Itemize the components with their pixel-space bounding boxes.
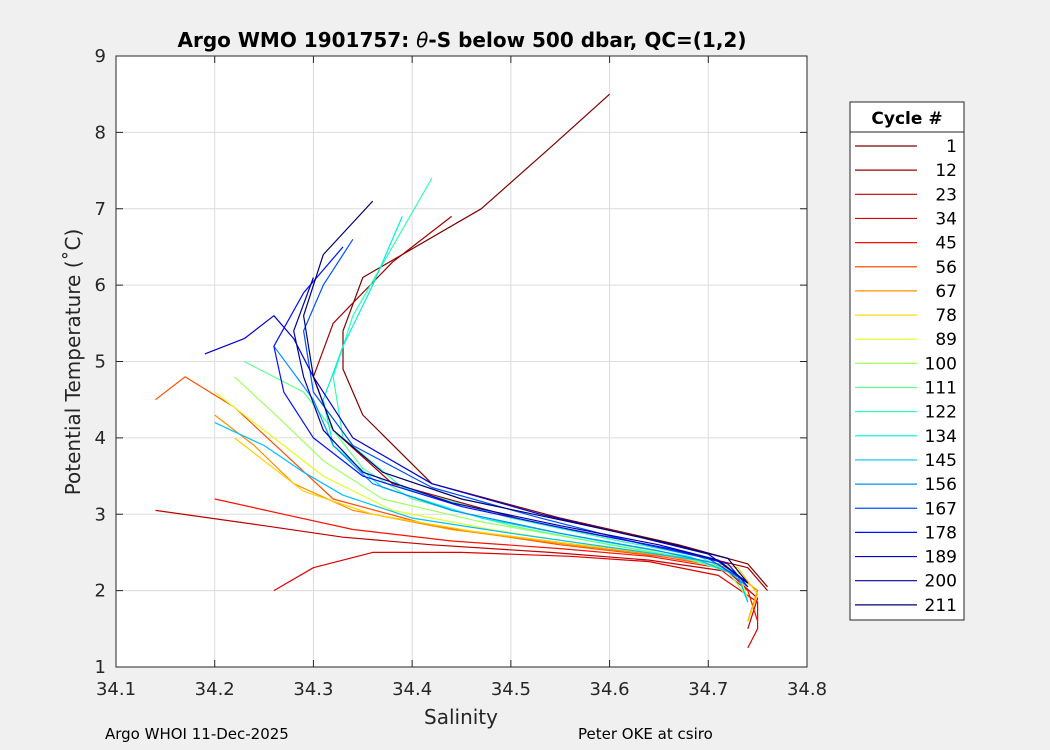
chart-title: Argo WMO 1901757: θ-S below 500 dbar, QC… [178,28,747,52]
y-axis-label: Potential Temperature (˚C) [61,229,85,496]
legend-label: 189 [925,548,957,568]
legend-label: 200 [925,572,957,592]
series-line-cycle-1 [342,93,768,588]
x-tick-label: 34.3 [293,679,333,700]
legend-label: 167 [925,499,957,519]
series-line-cycle-34 [273,551,759,649]
legend-label: 78 [935,306,957,326]
series-line-cycle-167 [303,238,749,584]
legend-label: 23 [935,185,957,205]
legend-label: 134 [925,427,957,447]
legend: Cycle # 1 12 23 34 45 56 67 78 89 100 111 122 134 145… [849,101,965,621]
x-tick-label: 34.6 [590,679,630,700]
legend-label: 45 [935,234,957,254]
y-tick-label: 1 [95,657,106,678]
chart-title-prefix: Argo WMO 1901757: [178,28,417,52]
legend-label: 67 [935,282,957,302]
legend-label: 1 [946,137,957,157]
data-series [155,93,768,649]
series-line-cycle-23 [155,509,759,629]
legend-title: Cycle # [871,109,942,129]
x-tick-label: 34.2 [195,679,235,700]
legend-label: 178 [925,523,957,543]
legend-label: 122 [925,403,957,423]
x-tick-label: 34.8 [787,679,827,700]
y-tick-label: 2 [95,581,106,602]
x-tick-label: 34.5 [491,679,531,700]
legend-box [849,101,965,621]
y-tick-label: 4 [95,428,106,449]
y-tick-label: 5 [95,352,106,373]
legend-label: 34 [935,209,957,229]
y-tick-label: 3 [95,504,106,525]
y-tick-label: 7 [95,199,106,220]
series-line-cycle-178 [273,246,749,588]
series-line-cycle-189 [204,315,749,584]
legend-label: 56 [935,258,957,278]
y-tick-label: 9 [95,46,106,67]
series-line-cycle-45 [214,498,759,622]
legend-label: 156 [925,475,957,495]
series-line-cycle-78 [234,437,759,622]
footer-author: Peter OKE at csiro [578,725,713,743]
legend-label: 89 [935,330,957,350]
x-axis-label: Salinity [424,705,498,729]
axis-ticks: 34.1 34.2 34.3 34.4 34.5 34.6 34.7 34.8 1 2 3 4 5 6 7 8… [95,46,827,700]
x-tick-label: 34.7 [688,679,728,700]
series-line-cycle-156 [273,345,749,588]
y-tick-label: 8 [95,122,106,143]
x-tick-label: 34.4 [392,679,432,700]
legend-label: 211 [925,596,957,616]
chart-title-theta: θ [416,28,428,52]
legend-items: 1 12 23 34 45 56 67 78 89 100 111 122 134 145 156 167 17… [855,137,957,616]
series-line-cycle-200 [293,277,749,584]
x-tick-label: 34.1 [96,679,136,700]
chart-title-suffix: -S below 500 dbar, QC=(1,2) [428,28,746,52]
legend-label: 145 [925,451,957,471]
series-line-cycle-145 [214,422,749,603]
legend-label: 100 [925,354,957,374]
series-line-cycle-211 [303,200,749,584]
footer-source-date: Argo WHOI 11-Dec-2025 [105,725,289,743]
legend-label: 111 [925,379,957,399]
legend-label: 12 [935,161,957,181]
y-tick-label: 6 [95,275,106,296]
